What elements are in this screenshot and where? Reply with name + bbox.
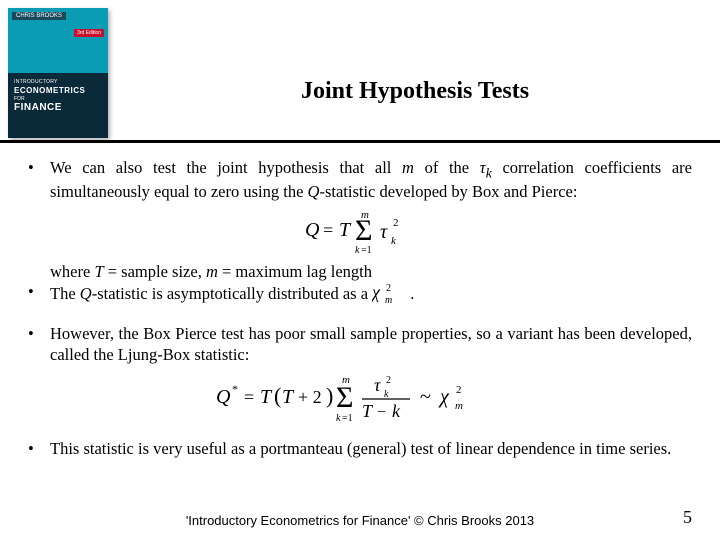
book-subtitle: INTRODUCTORY — [14, 79, 102, 85]
svg-text:k: k — [355, 245, 360, 256]
svg-text:2: 2 — [386, 375, 391, 386]
bullet-mark: • — [28, 282, 50, 304]
book-title-line2: FINANCE — [14, 102, 102, 113]
svg-text:k: k — [391, 235, 397, 247]
svg-text:m: m — [361, 209, 369, 221]
slide-title: Joint Hypothesis Tests — [150, 78, 680, 105]
svg-text:m: m — [455, 400, 463, 412]
svg-text:=: = — [244, 387, 254, 407]
svg-text:m: m — [342, 374, 350, 386]
svg-text:=: = — [323, 220, 333, 240]
svg-text:*: * — [232, 382, 238, 396]
svg-text:2: 2 — [456, 384, 462, 396]
svg-text:k: k — [384, 389, 389, 400]
svg-text:(: ( — [274, 383, 281, 408]
bullet-3: • However, the Box Pierce test has poor … — [28, 324, 692, 364]
where-clause: where T = sample size, m = maximum lag l… — [28, 262, 692, 282]
svg-text:2: 2 — [393, 217, 399, 229]
formula-ljung-box: Q * = T ( T + 2 ) Σ m k =1 τ 2 k T − k ~… — [28, 371, 692, 425]
footer-citation: 'Introductory Econometrics for Finance' … — [0, 513, 720, 528]
svg-text:~: ~ — [420, 386, 431, 408]
svg-text:T: T — [362, 401, 374, 421]
formula-q-statistic: Q = T Σ m k =1 τ 2 k — [28, 208, 692, 256]
page-number: 5 — [683, 507, 692, 528]
svg-text:T: T — [282, 386, 295, 408]
bullet-mark: • — [28, 439, 50, 459]
bullet-mark: • — [28, 158, 50, 202]
svg-text:+ 2: + 2 — [298, 387, 322, 407]
svg-text:χ: χ — [438, 386, 450, 408]
book-edition-badge: 3rd Edition — [74, 29, 104, 37]
svg-text:−: − — [377, 404, 386, 421]
slide-content: • We can also test the joint hypothesis … — [28, 158, 692, 465]
bullet-1-text: We can also test the joint hypothesis th… — [50, 158, 692, 202]
svg-text:Q: Q — [216, 386, 231, 408]
svg-text:χ: χ — [372, 282, 381, 302]
svg-text:k: k — [336, 413, 341, 424]
bullet-4-text: This statistic is very useful as a portm… — [50, 439, 692, 459]
book-title-line1: ECONOMETRICS — [14, 86, 102, 95]
svg-text:=1: =1 — [342, 413, 353, 424]
bullet-mark: • — [28, 324, 50, 364]
svg-text:=1: =1 — [361, 245, 372, 256]
bullet-4: • This statistic is very useful as a por… — [28, 439, 692, 459]
bullet-3-text: However, the Box Pierce test has poor sm… — [50, 324, 692, 364]
book-author-label: CHRIS BROOKS — [12, 12, 66, 20]
bullet-2: • The Q-statistic is asymptotically dist… — [28, 282, 692, 304]
slide-footer: 'Introductory Econometrics for Finance' … — [0, 513, 720, 528]
svg-text:τ: τ — [380, 221, 388, 243]
svg-text:T: T — [260, 386, 273, 408]
svg-text:): ) — [326, 383, 333, 408]
svg-text:m: m — [385, 295, 392, 304]
svg-text:T: T — [339, 219, 352, 241]
svg-text:2: 2 — [386, 283, 391, 294]
title-divider — [0, 140, 720, 143]
svg-text:k: k — [392, 401, 401, 421]
svg-text:τ: τ — [374, 375, 381, 395]
bullet-1: • We can also test the joint hypothesis … — [28, 158, 692, 202]
svg-text:Q: Q — [305, 219, 320, 241]
book-cover-thumbnail: CHRIS BROOKS 3rd Edition INTRODUCTORY EC… — [8, 8, 108, 138]
bullet-2-text: The Q-statistic is asymptotically distri… — [50, 282, 692, 304]
